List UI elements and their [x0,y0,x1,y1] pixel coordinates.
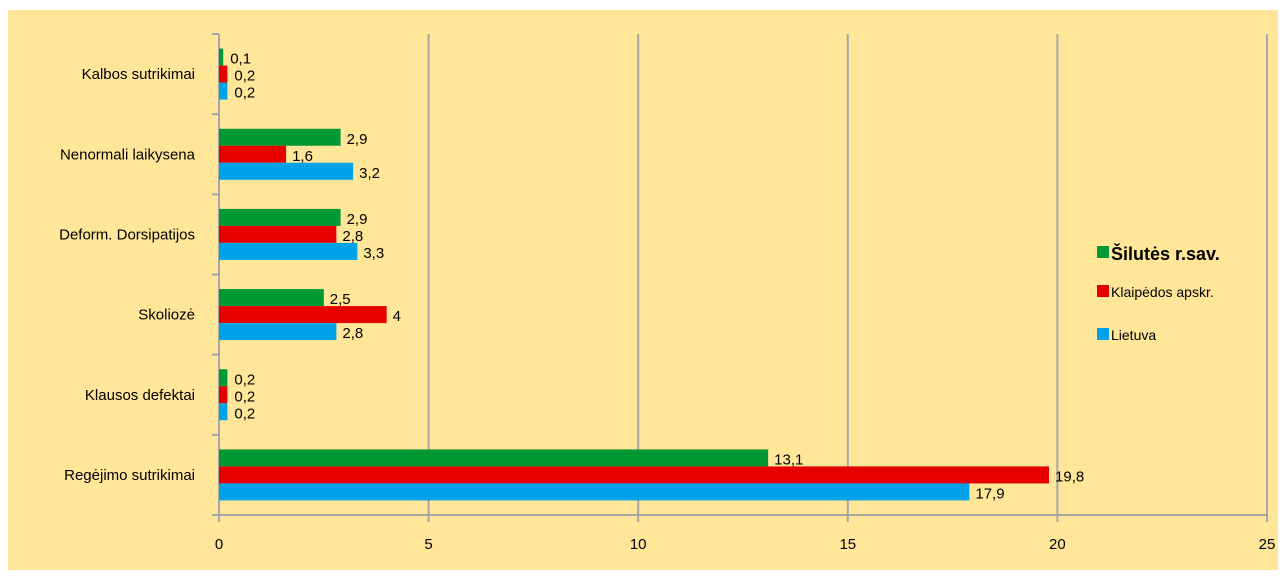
legend-label: Klaipėdos apskr. [1111,284,1214,300]
category-label: Klausos defektai [85,387,195,404]
data-label: 2,9 [347,131,368,148]
data-label: 0,2 [234,68,255,85]
data-label: 0,2 [234,85,255,102]
data-label: 0,2 [234,405,255,422]
bar-lietuva [219,483,970,501]
x-tick-label: 25 [1259,536,1276,553]
bar-lietuva [219,323,337,341]
data-label: 3,3 [363,245,384,262]
bar-klaipeda [219,466,1050,484]
x-tick-label: 15 [839,536,856,553]
bar-silute [219,369,228,387]
x-tick-label: 20 [1049,536,1066,553]
data-label: 13,1 [774,451,803,468]
data-label: 1,6 [292,148,313,165]
bar-klaipeda [219,145,287,163]
data-label: 19,8 [1055,468,1084,485]
data-label: 2,5 [330,291,351,308]
bar-silute [219,289,324,307]
category-label: Regėjimo sutrikimai [64,467,195,484]
legend-swatch [1097,246,1109,258]
bar-klaipeda [219,306,387,324]
x-tick-label: 0 [215,536,223,553]
data-label: 0,1 [230,51,251,68]
data-label: 17,9 [975,485,1004,502]
bar-klaipeda [219,65,228,83]
data-label: 2,9 [347,211,368,228]
category-label: Nenormali laikysena [60,146,196,163]
legend-label: Šilutės r.sav. [1111,243,1220,264]
bar-lietuva [219,242,358,260]
data-label: 4 [393,308,401,325]
bar-klaipeda [219,386,228,404]
bar-klaipeda [219,225,337,243]
data-label: 0,2 [234,371,255,388]
bar-lietuva [219,403,228,421]
category-label: Skoliozė [138,307,195,324]
bar-silute [219,208,341,226]
data-label: 3,2 [359,165,380,182]
bar-silute [219,128,341,146]
legend-swatch [1097,285,1109,297]
category-label: Deform. Dorsipatijos [59,226,195,243]
legend-label: Lietuva [1111,327,1156,343]
bar-lietuva [219,162,354,180]
bar-silute [219,48,224,66]
data-label: 2,8 [342,228,363,245]
x-tick-label: 5 [424,536,432,553]
legend-swatch [1097,328,1109,340]
bar-silute [219,449,769,467]
bar-lietuva [219,82,228,100]
x-tick-label: 10 [630,536,647,553]
data-label: 0,2 [234,388,255,405]
data-label: 2,8 [342,325,363,342]
category-label: Kalbos sutrikimai [82,66,195,83]
